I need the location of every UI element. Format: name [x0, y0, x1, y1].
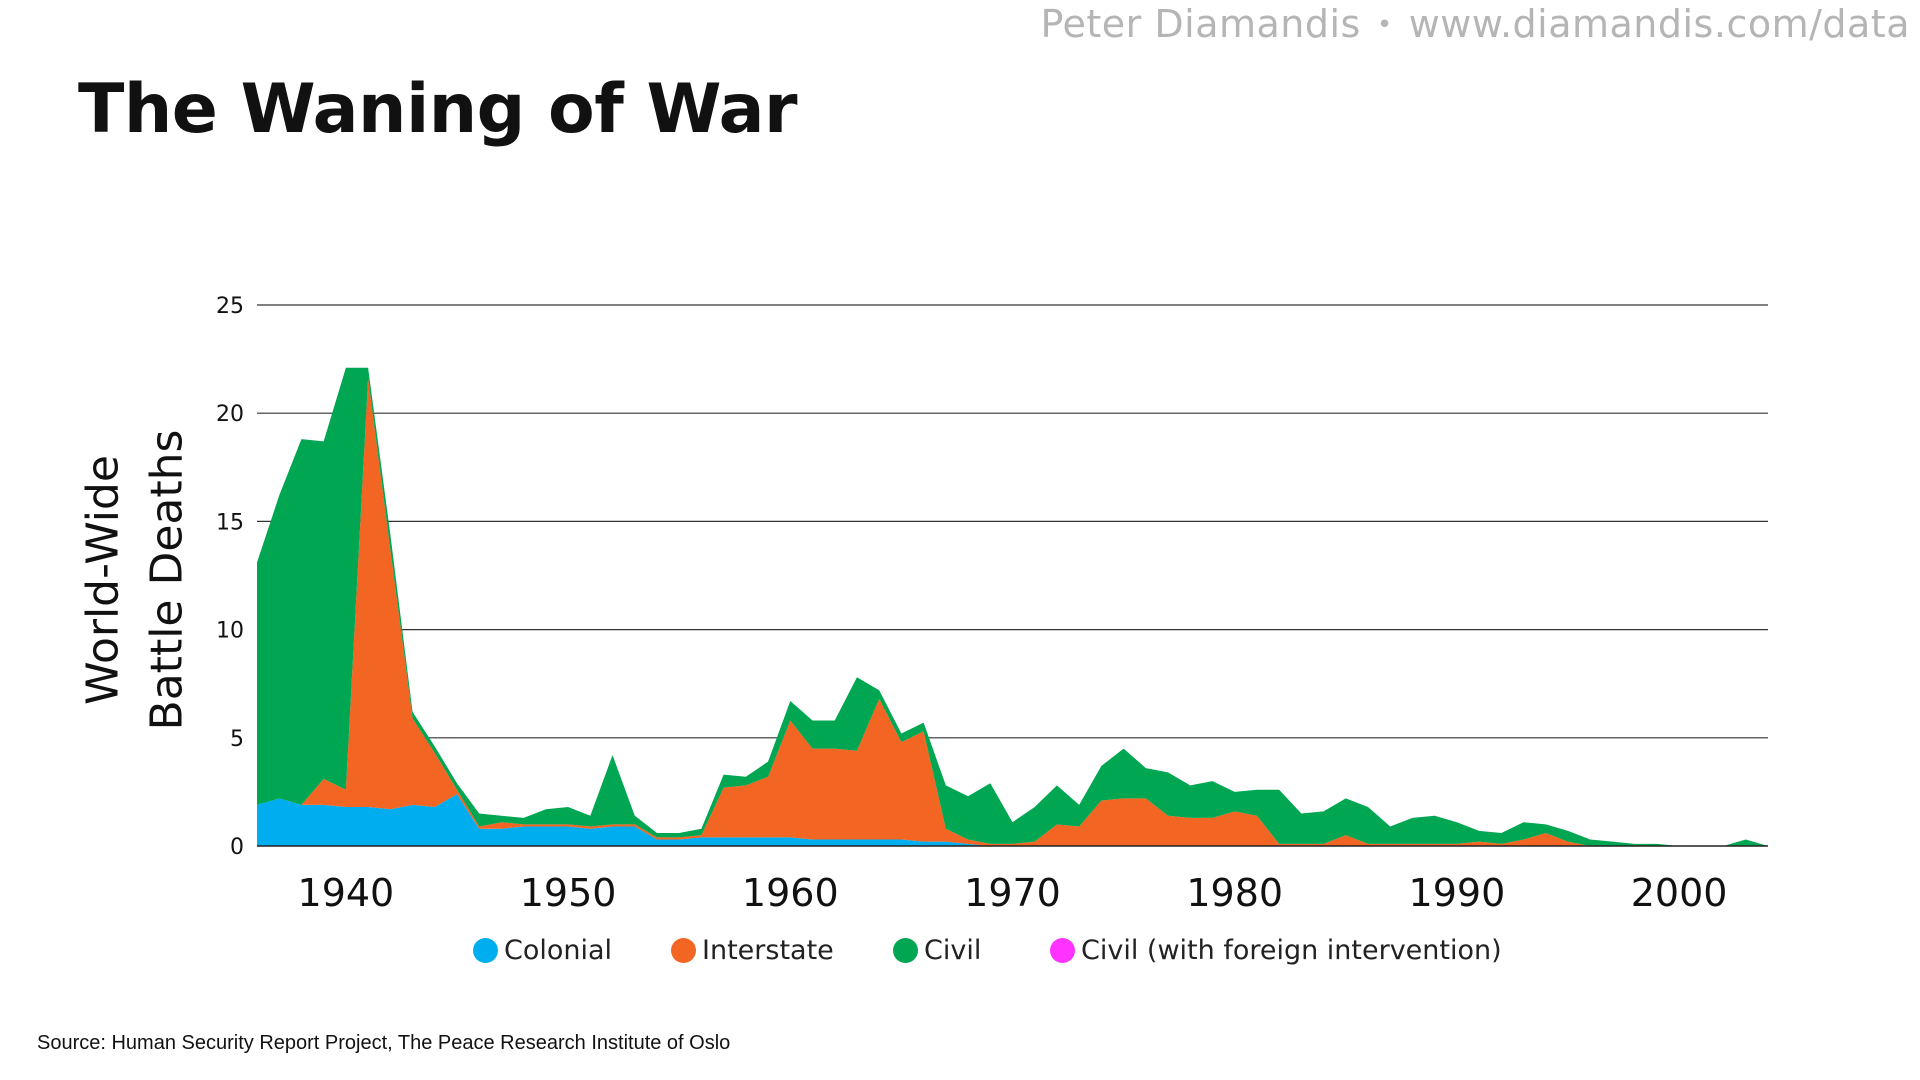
legend-label-interstate: Interstate: [702, 935, 834, 966]
brand-separator: •: [1376, 10, 1393, 40]
y-tick-label: 15: [216, 510, 244, 535]
y-tick-label: 25: [216, 294, 244, 319]
source-note: Source: Human Security Report Project, T…: [37, 1032, 731, 1054]
chart-legend: Colonial Interstate Civil Civil (with fo…: [0, 935, 1920, 985]
y-tick-label: 5: [230, 727, 244, 752]
legend-swatch-civil: [893, 938, 918, 963]
x-tick-label: 1940: [298, 871, 395, 915]
legend-item-civil: Civil: [893, 935, 981, 966]
legend-item-colonial: Colonial: [473, 935, 612, 966]
chart-title: The Waning of War: [78, 70, 798, 149]
brand-url: www.diamandis.com/data: [1408, 2, 1910, 46]
brand-name: Peter Diamandis: [1040, 2, 1361, 46]
x-tick-label: 1950: [520, 871, 617, 915]
brand-header: Peter Diamandis • www.diamandis.com/data: [1040, 2, 1910, 46]
legend-swatch-colonial: [473, 938, 498, 963]
area-series-civil: [257, 367, 1768, 846]
legend-swatch-civil-foreign: [1050, 938, 1075, 963]
legend-item-interstate: Interstate: [671, 935, 834, 966]
legend-label-colonial: Colonial: [504, 935, 613, 966]
legend-label-civil: Civil: [924, 935, 982, 966]
x-tick-label: 2000: [1631, 871, 1728, 915]
area-series-colonial: [257, 794, 1768, 846]
y-tick-label: 20: [216, 402, 244, 427]
y-tick-label: 10: [216, 619, 244, 644]
area-series-civil-with-foreign-intervention: [257, 367, 1768, 846]
x-tick-label: 1980: [1186, 871, 1283, 915]
x-tick-label: 1990: [1409, 871, 1506, 915]
y-tick-label: 0: [230, 835, 244, 860]
x-tick-label: 1960: [742, 871, 839, 915]
x-tick-label: 1970: [964, 871, 1061, 915]
area-series-interstate: [257, 378, 1768, 846]
legend-item-civil-foreign: Civil (with foreign intervention): [1050, 935, 1502, 966]
legend-swatch-interstate: [671, 938, 696, 963]
legend-label-civil-foreign: Civil (with foreign intervention): [1081, 935, 1502, 966]
